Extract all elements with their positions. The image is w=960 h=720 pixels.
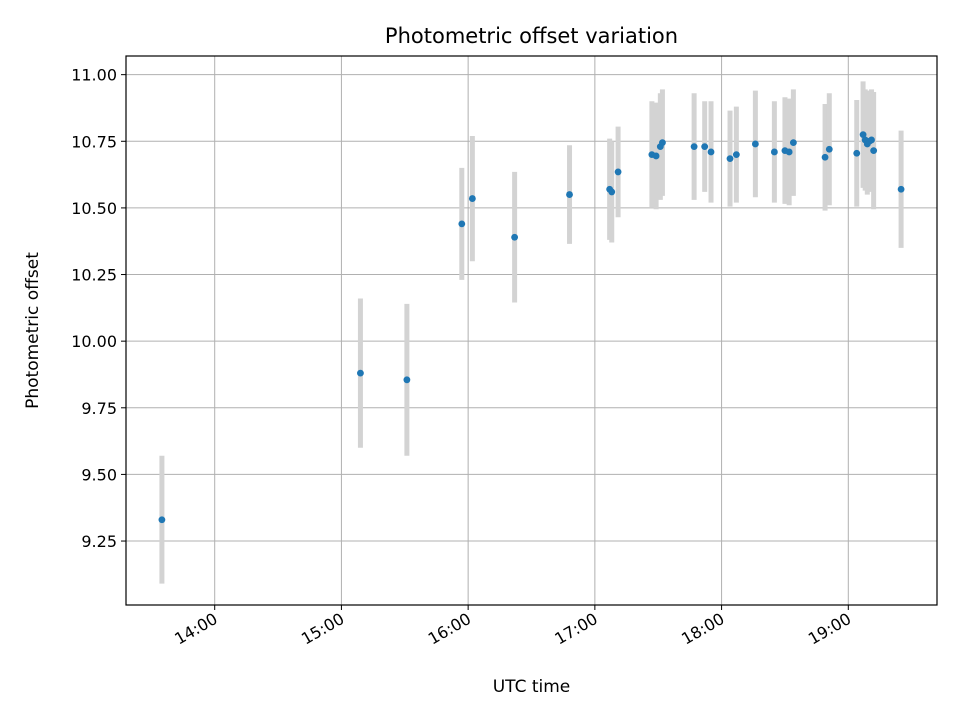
data-point (785, 148, 793, 156)
y-tick-label: 10.25 (71, 266, 117, 285)
data-point (707, 148, 715, 156)
data-point (853, 149, 861, 157)
point-layer (158, 131, 905, 524)
data-point (652, 152, 660, 160)
data-point (732, 151, 740, 159)
data-point (659, 139, 666, 147)
y-tick-label: 9.25 (81, 532, 117, 551)
chart-title: Photometric offset variation (385, 24, 678, 48)
data-point (726, 155, 734, 163)
y-tick-label: 10.50 (71, 199, 117, 218)
data-point (789, 139, 797, 147)
y-tick-label: 10.00 (71, 332, 117, 351)
data-point (821, 153, 829, 161)
data-point (468, 195, 476, 202)
data-point (859, 131, 867, 139)
data-point (614, 168, 622, 176)
data-point (511, 233, 519, 241)
data-point (403, 376, 411, 384)
data-point (608, 188, 616, 196)
grid-layer (126, 56, 937, 605)
data-point (770, 148, 778, 156)
plot-frame (125, 55, 938, 606)
data-point (825, 145, 833, 153)
data-point (868, 136, 875, 144)
y-axis-label: Photometric offset (23, 252, 43, 409)
data-point (870, 147, 878, 155)
x-axis-label: UTC time (493, 677, 571, 697)
y-tick-label: 10.75 (71, 132, 117, 151)
data-point (690, 143, 698, 151)
data-point (751, 140, 759, 148)
data-point (701, 143, 709, 151)
data-point (158, 516, 166, 524)
y-tick-label: 9.75 (81, 399, 117, 418)
y-axis-ticks: 9.25 9.50 9.75 10.00 10.25 10.50 10.75 11.00 (71, 66, 126, 551)
y-tick-label: 9.50 (81, 465, 117, 484)
y-tick-label: 11.00 (71, 66, 117, 85)
data-point (458, 220, 466, 228)
data-point (566, 191, 573, 198)
data-point (897, 185, 905, 193)
data-point (357, 369, 364, 377)
